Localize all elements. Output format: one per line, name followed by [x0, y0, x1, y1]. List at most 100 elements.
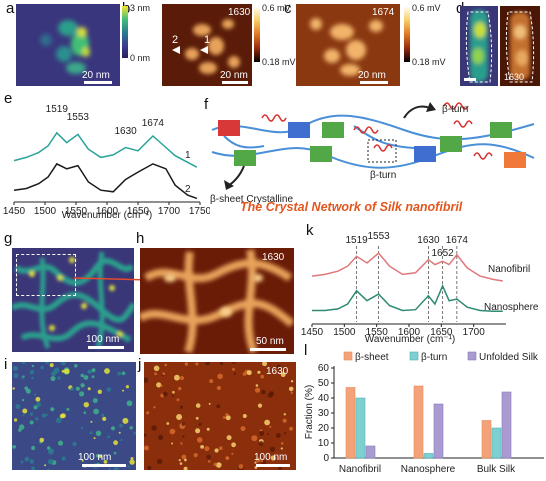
y-tick-label-l: 0: [323, 453, 329, 464]
schematic-title: The Crystal Network of Silk nanofibril: [240, 200, 463, 214]
afm-topography-image-a: 20 nm: [16, 4, 120, 86]
wavenumber-tag-c: 1674: [372, 7, 395, 18]
y-tick-label-l: 40: [318, 393, 330, 404]
panel-label-a: a: [6, 0, 15, 17]
peak-label-e: 1674: [142, 118, 165, 129]
x-tick-label-e: 1650: [127, 206, 150, 217]
scale-bar-i: [82, 464, 126, 467]
beta-sheet-block: [440, 136, 462, 152]
afm-image-d-left: [460, 6, 498, 86]
legend-swatch-l: [467, 351, 477, 361]
peak-label-k: 1630: [417, 235, 440, 246]
beta-sheet-block: [504, 152, 526, 168]
scale-bar-g: [88, 346, 124, 349]
bar-bulk-silk-1: [491, 427, 502, 459]
peak-label-k: 1553: [367, 231, 390, 242]
series-line-k-nanosphere: [312, 284, 503, 313]
beta-sheet-block: [414, 146, 436, 162]
y-tick-label-l: 60: [318, 363, 330, 374]
series-line-e-2: [13, 162, 198, 200]
beta-sheet-block: [218, 120, 240, 136]
series-line-e-1: [13, 131, 198, 168]
colorbar-min-c: 0.18 mV: [412, 57, 446, 67]
x-tick-label-e: 1700: [158, 206, 181, 217]
scale-bar-j: [256, 464, 290, 467]
bar-nanosphere-2: [433, 403, 444, 459]
ir-image-j: 1630 100 nm: [144, 362, 296, 470]
x-tick-label-e: 1750: [189, 206, 210, 217]
x-tick-label-e: 1600: [96, 206, 119, 217]
beta-sheet-block: [234, 150, 256, 166]
peak-label-k: 1652: [432, 248, 455, 259]
peak-label-k: 1519: [345, 235, 368, 246]
ir-image-d-right: 1630: [500, 6, 540, 86]
ir-image-c: 1674 20 nm: [296, 4, 400, 86]
y-tick-label-l: 50: [318, 378, 330, 389]
scale-label-h: 50 nm: [256, 336, 284, 347]
x-axis-label-k: Wavenumber (cm⁻¹): [365, 334, 455, 345]
series-label-nanofibril: Nanofibril: [488, 264, 530, 275]
wavenumber-tag-d: 1630: [504, 72, 525, 82]
x-tick-label-k: 1600: [398, 327, 421, 338]
beta-sheet-block: [490, 122, 512, 138]
afm-image-i: 100 nm: [12, 362, 136, 470]
series-label-nanosphere: Nanosphere: [484, 302, 539, 313]
y-tick-label-l: 20: [318, 423, 330, 434]
colorbar-a: [122, 6, 128, 58]
colorbar-min-a: 0 nm: [130, 53, 151, 63]
colorbar-min-b: 0.18 mV: [262, 57, 296, 67]
x-tick-label-k: 1450: [301, 327, 324, 338]
bar-nanosphere-0: [413, 385, 424, 459]
beta-turn-label-top: β-turn: [442, 104, 468, 115]
x-axis-label-e: Wavenumber (cm⁻¹): [62, 210, 152, 220]
chart-k: 1450 1500 1550 1600 1650 1700 Wavenumber (cm⁻…: [301, 231, 539, 345]
colorbar-max-c: 0.6 mV: [412, 3, 441, 13]
zoom-region-box: [16, 254, 76, 296]
wavenumber-tag-h: 1630: [262, 252, 285, 263]
legend-label-l: Unfolded Silk: [479, 352, 539, 363]
marker-2-b: 2: [172, 34, 179, 46]
category-label-l: Nanosphere: [401, 464, 456, 475]
beta-turn-highlight-box: [367, 139, 397, 163]
beta-sheet-block: [322, 122, 344, 138]
category-label-l: Bulk Silk: [477, 464, 516, 475]
colorbar-b: [254, 6, 260, 62]
legend-swatch-l: [343, 351, 353, 361]
series-label-e-2: 2: [185, 184, 191, 195]
beta-sheet-label: β-sheet Crystalline: [210, 194, 293, 205]
scale-label-a: 20 nm: [82, 70, 110, 81]
y-axis-label-l: Fraction (%): [304, 385, 315, 439]
silk-network-schematic: β-turn β-turn β-sheet Crystalline: [210, 102, 535, 205]
x-tick-label-k: 1700: [463, 327, 486, 338]
scale-bar-d: [464, 78, 476, 81]
wavenumber-tag-b: 1630: [228, 7, 251, 18]
wavenumber-tag-j: 1630: [266, 366, 289, 377]
beta-turn-label-mid: β-turn: [370, 170, 396, 181]
colorbar-max-a: 3 nm: [130, 3, 151, 13]
bar-nanofibril-2: [365, 445, 376, 459]
x-tick-label-k: 1500: [333, 327, 356, 338]
beta-sheet-block: [288, 122, 310, 138]
legend-swatch-l: [409, 351, 419, 361]
scale-label-i: 100 nm: [78, 452, 112, 463]
peak-label-e: 1519: [46, 104, 69, 115]
scale-bar-a: [84, 81, 112, 84]
chart-l: 0 10 20 30 40 50 60 Fraction (%) Nanofibril Nan…: [304, 351, 544, 475]
scale-label-j: 100 nm: [254, 452, 288, 463]
scale-bar-c: [360, 81, 388, 84]
y-tick-label-l: 30: [318, 408, 330, 419]
panel-label-f: f: [204, 96, 209, 113]
marker-1-b: 1: [204, 34, 211, 46]
chart-e: 1450 1500 1550 1600 1650 1700 1750 Wavenumber …: [3, 104, 210, 220]
panel-label-h: h: [136, 230, 145, 247]
legend-label-l: β-turn: [421, 352, 447, 363]
panel-label-g: g: [4, 230, 13, 247]
scale-label-c: 20 nm: [358, 70, 386, 81]
x-tick-label-e: 1550: [65, 206, 88, 217]
panel-label-k: k: [306, 222, 314, 239]
bar-nanofibril-0: [345, 387, 356, 459]
series-line-k-nanofibril: [311, 252, 503, 282]
x-tick-label-k: 1550: [366, 327, 389, 338]
panel-label-l: l: [304, 342, 308, 359]
afm-image-g: 100 nm: [12, 248, 134, 352]
